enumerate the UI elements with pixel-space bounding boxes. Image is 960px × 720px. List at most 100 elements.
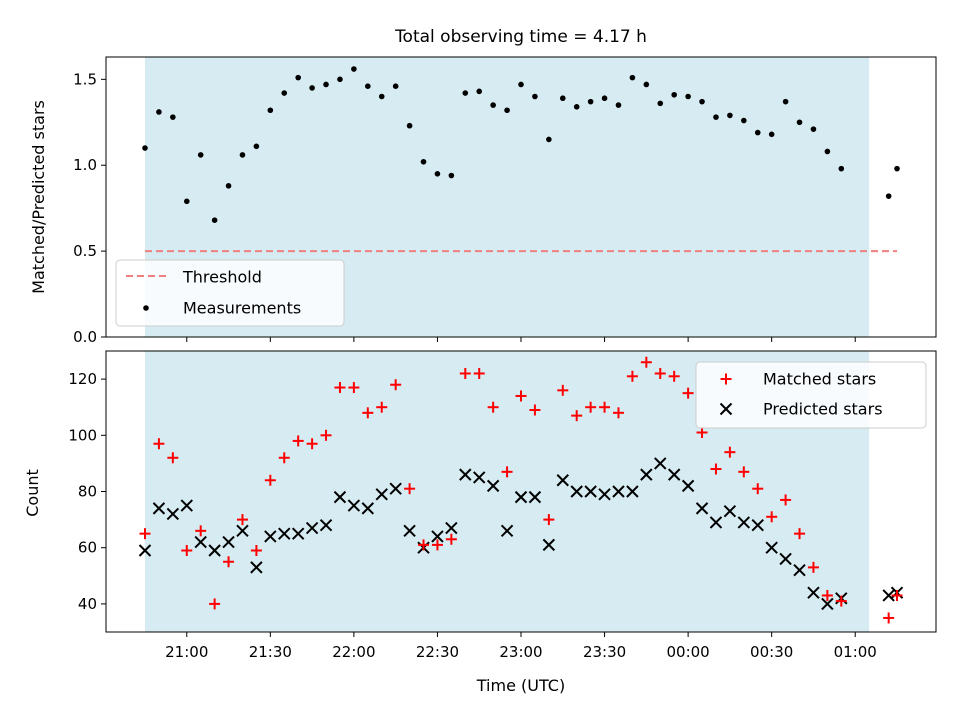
cross-stroke-b — [751, 519, 764, 532]
matched-star-point — [404, 483, 416, 495]
cross-stroke-b — [180, 499, 193, 512]
cross-stroke-b — [152, 502, 166, 515]
predicted-star-point — [166, 507, 180, 521]
measurement-point — [810, 126, 817, 132]
x-tick-label: 22:00 — [332, 643, 375, 661]
predicted-star-point — [514, 490, 528, 504]
predicted-star-point — [556, 474, 569, 487]
predicted-star-point — [152, 502, 166, 515]
measurement-point — [351, 66, 357, 72]
predicted-star-point — [431, 530, 444, 543]
matched-star-point — [501, 466, 513, 478]
matched-star-point — [167, 452, 179, 464]
predicted-star-point — [584, 485, 597, 498]
matched-star-point — [153, 438, 165, 450]
figure-title: Total observing time = 4.17 h — [394, 27, 647, 47]
predicted-star-point — [500, 524, 514, 538]
x-tick-label: 21:30 — [249, 643, 292, 661]
matched-star-point — [278, 452, 290, 464]
matched-star-point — [766, 511, 778, 523]
measurement-point — [197, 152, 204, 158]
measurement-point — [183, 198, 190, 205]
measurement-point — [239, 152, 246, 158]
predicted-star-point — [765, 541, 778, 554]
cross-stroke-b — [681, 479, 695, 493]
legend-measurement-swatch — [143, 305, 149, 311]
matched-star-point — [445, 533, 457, 545]
predicted-star-point — [737, 516, 751, 529]
top-x-ticks — [186, 337, 856, 342]
predicted-star-point — [445, 521, 458, 535]
predicted-star-point — [250, 561, 263, 574]
cross-stroke-b — [612, 485, 625, 498]
matched-star-point — [696, 426, 708, 438]
matched-star-point — [752, 483, 764, 495]
predicted-star-point — [723, 504, 737, 518]
predicted-star-point — [667, 468, 681, 481]
cross-stroke-b — [486, 479, 500, 493]
predicted-star-point — [194, 535, 207, 549]
measurement-point — [615, 102, 622, 108]
matched-star-point — [362, 407, 374, 419]
star-count-points — [138, 356, 904, 624]
measurement-point — [782, 98, 789, 105]
cross-stroke-b — [473, 471, 486, 484]
cross-stroke-b — [403, 524, 416, 538]
measurement-point — [657, 100, 664, 107]
predicted-star-point — [640, 468, 653, 481]
matched-star-point — [780, 494, 792, 506]
cross-stroke-b — [528, 490, 542, 504]
measurement-point — [337, 76, 343, 83]
cross-stroke-b — [194, 535, 207, 549]
matched-star-point — [209, 598, 221, 610]
top-y-tick-label: 1.0 — [73, 156, 97, 174]
predicted-star-point — [319, 519, 333, 532]
cross-stroke-b — [208, 544, 221, 557]
predicted-star-point — [654, 457, 667, 470]
cross-stroke-b — [723, 504, 737, 518]
measurement-point — [267, 107, 274, 114]
cross-stroke-b — [333, 490, 347, 504]
matched-star-point — [459, 367, 471, 379]
top-legend: Threshold Measurements — [115, 259, 345, 327]
cross-stroke-b — [793, 563, 806, 577]
measurement-point — [699, 98, 705, 105]
measurement-point — [838, 165, 845, 172]
top-y-ticks: 0.0 0.5 1.0 1.5 — [73, 70, 106, 346]
bottom-y-tick-label: 40 — [78, 595, 97, 613]
predicted-star-point — [264, 530, 277, 543]
cross-stroke-b — [640, 468, 653, 481]
predicted-star-point — [882, 589, 895, 602]
bottom-y-ticks: 40 60 80 100 120 — [68, 370, 106, 613]
matched-star-point — [821, 589, 833, 601]
measurement-point — [156, 109, 162, 115]
cross-stroke-b — [654, 457, 667, 470]
measurement-point — [281, 90, 288, 96]
legend-matched-label: Matched stars — [763, 370, 876, 389]
predicted-star-point — [375, 488, 388, 501]
measurement-point — [518, 81, 524, 88]
measurement-point — [462, 90, 469, 96]
cross-stroke-b — [584, 485, 597, 498]
cross-stroke-b — [695, 502, 709, 515]
matched-star-point — [710, 463, 722, 475]
predicted-star-point — [751, 519, 764, 532]
matched-star-point — [376, 401, 388, 413]
measurement-point — [824, 148, 831, 155]
x-tick-label: 22:30 — [416, 643, 459, 661]
cross-stroke-b — [291, 527, 305, 540]
predicted-star-point — [278, 527, 291, 540]
matched-star-point — [668, 370, 680, 382]
measurement-point — [365, 83, 371, 90]
predicted-star-point — [612, 485, 625, 498]
bottom-panel: 40 60 80 100 120 21:00 21:30 22:00 22:30 23:00 23… — [23, 350, 937, 695]
cross-stroke-b — [779, 552, 792, 566]
cross-stroke-b — [445, 521, 458, 535]
measurement-point — [601, 95, 608, 102]
matched-star-point — [181, 545, 193, 557]
top-panel: 0.0 0.5 1.0 1.5 Matched/Predicted stars Thr… — [29, 56, 937, 346]
matched-star-point — [348, 382, 360, 394]
cross-stroke-b — [570, 485, 583, 498]
cross-stroke-b — [821, 597, 834, 611]
predicted-star-point — [473, 471, 486, 484]
